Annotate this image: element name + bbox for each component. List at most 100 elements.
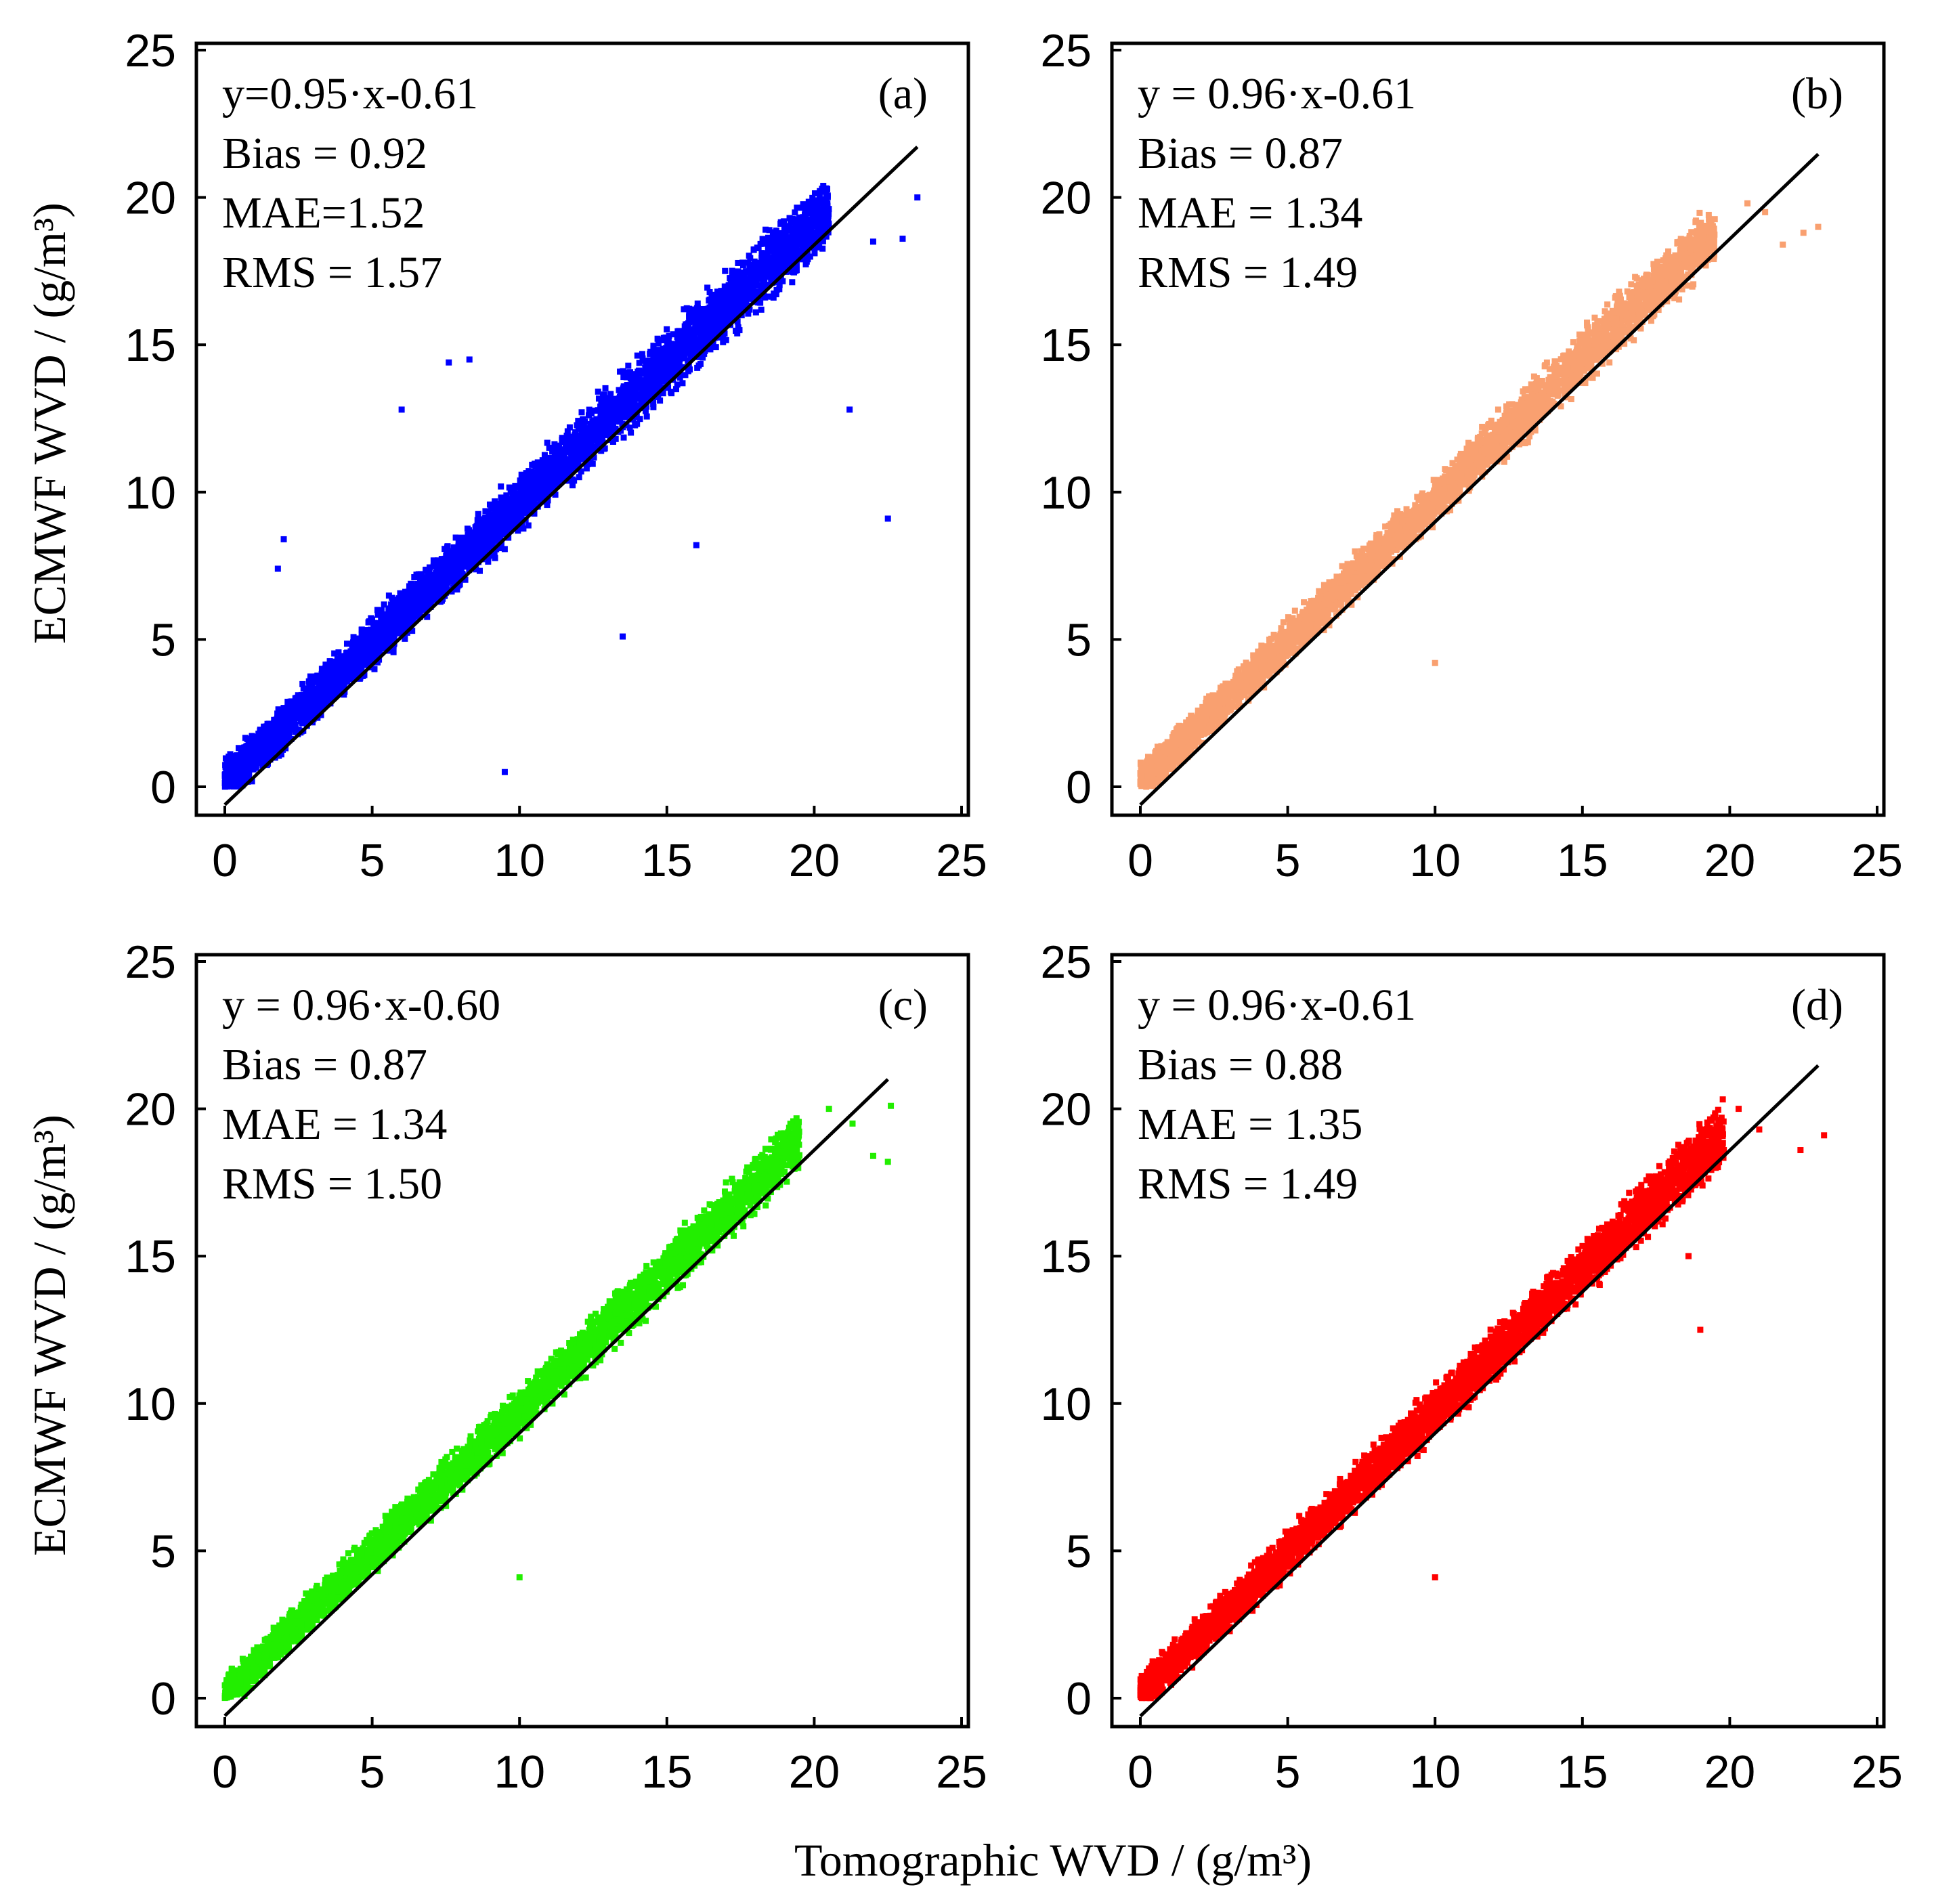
panel-a-scatter-point <box>599 435 605 441</box>
panel-a-scatter-point <box>424 584 431 590</box>
panel-a-scatter-point <box>482 508 489 515</box>
panel-a-scatter-point <box>336 658 343 665</box>
panel-a-scatter-point <box>786 223 792 230</box>
panel-a-scatter-point <box>658 377 665 384</box>
panel-a-scatter-point <box>711 330 718 337</box>
panel-a-scatter-point <box>331 694 338 701</box>
panel-a-scatter-point <box>473 566 479 573</box>
panel-a-scatter-point <box>675 358 682 365</box>
panel-a-scatter-point <box>324 698 330 705</box>
panel-a-scatter-point <box>280 705 287 712</box>
panel-a-scatter-point <box>575 418 582 425</box>
panel-a-scatter-point <box>820 228 827 235</box>
panel-a-scatter-point <box>527 495 534 502</box>
panel-a-scatter-point <box>601 397 607 404</box>
panel-a-scatter-point <box>766 242 773 249</box>
panel-a-scatter-point <box>531 510 538 517</box>
panel-a-scatter-point <box>401 615 408 622</box>
panel-a-scatter-point <box>697 360 704 367</box>
panel-a-scatter-point <box>235 745 242 752</box>
panel-a-scatter-point <box>503 492 510 499</box>
panel-a-scatter-point <box>349 642 356 649</box>
panel-a-scatter-point <box>714 319 721 326</box>
panel-a-scatter-point <box>753 261 760 268</box>
panel-a-scatter-point <box>810 207 817 214</box>
panel-a-scatter-point <box>476 529 483 536</box>
panel-a-scatter-point <box>639 351 645 358</box>
panel-a-scatter-point <box>286 712 293 718</box>
panel-a-scatter-point <box>578 468 584 475</box>
panel-a-scatter-point <box>755 245 762 252</box>
panel-a-scatter-point <box>476 567 483 574</box>
panel-a-scatter-point <box>458 534 465 541</box>
panel-a-scatter-point <box>289 707 296 714</box>
panel-a-scatter-point <box>520 525 527 532</box>
panel-a-scatter-point <box>587 459 594 466</box>
panel-a-scatter-point <box>563 437 570 443</box>
panel-a-scatter-point <box>694 300 701 307</box>
panel-a-scatter-point <box>443 553 450 559</box>
panel-a-scatter-point <box>702 337 708 344</box>
panel-a-scatter-point <box>700 341 707 348</box>
panel-a-scatter-point <box>366 659 372 666</box>
panel-a-scatter-point <box>797 230 804 237</box>
panel-a-scatter-point <box>768 274 775 281</box>
panel-a-scatter-point <box>773 291 779 298</box>
panel-a-scatter-point <box>728 298 735 305</box>
panel-a-scatter-point <box>456 553 463 560</box>
panel-a-scatter-point <box>371 666 378 672</box>
panel-a-scatter-point <box>651 353 658 360</box>
panel-a-scatter-point <box>534 459 541 466</box>
panel-a-scatter-point <box>488 552 495 559</box>
panel-a-scatter-point <box>641 378 648 385</box>
panel-a-scatter-point <box>815 222 822 229</box>
panel-a-scatter-point <box>251 753 257 760</box>
panel-a-scatter-point <box>551 456 557 462</box>
panel-a-scatter-point <box>714 326 721 333</box>
panel-a-scatter-point <box>642 408 649 414</box>
panel-a-scatter-point <box>737 294 744 301</box>
panel-a-scatter-point <box>385 611 391 618</box>
panel-a-scatter-point <box>530 474 537 481</box>
panel-a-scatter-point <box>693 309 700 316</box>
panel-a-scatter-point <box>624 386 630 393</box>
panel-a-scatter-point <box>299 680 306 687</box>
panel-a-scatter-point <box>531 461 538 468</box>
panel-a-scatter-point <box>372 647 379 654</box>
panel-a-scatter-point <box>679 380 686 387</box>
panel-a-scatter-point <box>485 508 492 515</box>
panel-a-scatter-point <box>776 286 783 293</box>
panel-a-scatter-point <box>748 290 754 297</box>
panel-a-scatter-point <box>343 672 350 678</box>
panel-a-scatter-point <box>304 719 311 726</box>
panel-a-scatter-point <box>378 607 385 613</box>
panel-a-scatter-point <box>743 293 750 300</box>
panel-a-scatter-point <box>649 361 656 368</box>
panel-a-scatter-point <box>573 440 580 447</box>
panel-a-scatter-point <box>672 349 679 355</box>
panel-a-scatter-point <box>443 566 450 573</box>
panel-a-scatter-point <box>649 349 656 355</box>
panel-a-scatter-point <box>815 241 821 248</box>
panel-a-scatter-point <box>546 462 553 469</box>
panel-a-scatter-point <box>707 346 714 353</box>
panel-a-scatter-point <box>409 584 416 590</box>
panel-a-scatter-point <box>334 664 341 670</box>
panel-a-scatter-point <box>802 208 809 215</box>
panel-a-scatter-point <box>626 405 632 412</box>
panel-a-scatter-point <box>712 303 718 310</box>
panel-a-scatter-point <box>683 345 690 351</box>
panel-a-scatter-point <box>706 337 713 344</box>
panel-a-scatter-point <box>475 511 481 517</box>
panel-a-scatter-point <box>239 770 246 777</box>
panel-a-scatter-point <box>320 668 326 674</box>
panel-a-scatter-point <box>643 413 650 420</box>
panel-a-scatter-point <box>823 198 830 204</box>
panel-a-scatter-point <box>471 536 477 543</box>
panel-a-scatter-point <box>437 566 444 573</box>
panel-a-scatter-point <box>664 346 671 353</box>
panel-a-scatter-point <box>653 381 660 387</box>
panel-a-scatter-point <box>467 555 473 562</box>
panel-a-scatter-point <box>722 284 729 291</box>
panel-a-scatter-point <box>735 298 742 305</box>
